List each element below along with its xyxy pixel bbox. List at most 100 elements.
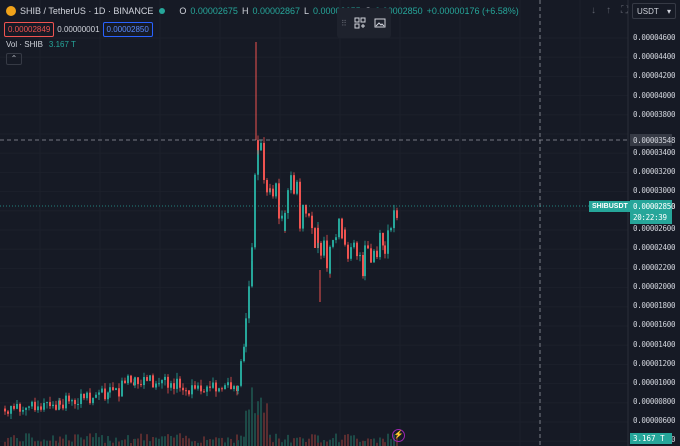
candle-body	[257, 140, 259, 175]
price-tick-label: 0.00004600	[633, 33, 676, 42]
volume-bar	[170, 435, 172, 446]
price-tick-label: 0.00001800	[633, 301, 676, 310]
volume-bar	[257, 414, 259, 446]
volume-bar	[215, 437, 217, 446]
volume-bar	[305, 442, 307, 446]
candle-body	[179, 381, 181, 388]
candle-body	[293, 175, 295, 194]
volume-bar	[370, 439, 372, 446]
candle-body	[161, 380, 163, 384]
candle-body	[367, 245, 369, 249]
candle-body	[296, 181, 298, 194]
volume-bar	[308, 438, 310, 446]
volume-bar	[194, 440, 196, 446]
volume-bar	[275, 433, 277, 446]
candle-body	[31, 401, 33, 407]
change-value: +0.00000176 (+6.58%)	[426, 6, 519, 16]
collapse-legend-button[interactable]: ⌃	[6, 53, 22, 65]
volume-bar	[227, 437, 229, 446]
volume-bar	[387, 433, 389, 446]
volume-bar	[287, 434, 289, 446]
candle-body	[269, 188, 271, 190]
volume-bar	[65, 434, 67, 446]
candle-body	[185, 390, 187, 392]
volume-bar	[367, 438, 369, 446]
candle-body	[387, 230, 389, 254]
floating-toolbar: ⠿	[337, 8, 391, 38]
candle-body	[329, 246, 331, 274]
candle-body	[98, 392, 100, 395]
candle-body	[370, 248, 372, 263]
candle-body	[158, 383, 160, 385]
candle-body	[80, 393, 82, 404]
candle-body	[379, 232, 381, 258]
trade-panel: 0.00002849 0.00000001 0.00002850	[4, 22, 153, 37]
symbol-title[interactable]: SHIB / TetherUS · 1D · BINANCE	[20, 6, 154, 16]
candle-body	[347, 244, 349, 259]
currency-select[interactable]: USDT ▾	[632, 3, 676, 19]
candle-body	[341, 218, 343, 239]
candle-body	[37, 406, 39, 411]
fullscreen-icon[interactable]: ⛶	[621, 5, 628, 16]
candle-body	[112, 387, 114, 391]
candle-body	[224, 385, 226, 390]
candle-body	[299, 202, 301, 229]
volume-bar	[364, 440, 366, 446]
volume-bar	[34, 441, 36, 446]
candle-body	[203, 391, 205, 393]
sell-button[interactable]: 0.00002849	[4, 22, 55, 37]
arrow-up-icon[interactable]: ↑	[606, 5, 611, 16]
buy-button[interactable]: 0.00002850	[102, 22, 153, 37]
image-icon[interactable]	[373, 16, 387, 30]
add-widget-icon[interactable]	[353, 16, 367, 30]
volume-bar	[182, 437, 184, 446]
volume-value: 3.167 T	[48, 40, 76, 49]
volume-bar	[209, 439, 211, 446]
candle-body	[326, 240, 328, 269]
candle-body	[40, 406, 42, 410]
candle-body	[364, 245, 366, 277]
candle-body	[209, 386, 211, 388]
volume-bar	[296, 437, 298, 446]
price-tick-label: 0.00002400	[633, 243, 676, 252]
candle-body	[10, 405, 12, 414]
volume-bar	[290, 442, 292, 446]
volume-bar	[344, 434, 346, 446]
volume-bar	[323, 440, 325, 446]
candle-body	[55, 404, 57, 410]
candle-body	[68, 395, 70, 402]
candle-body	[287, 190, 289, 214]
candle-body	[95, 394, 97, 398]
price-tick-label: 0.00002600	[633, 224, 676, 233]
volume-bar	[347, 434, 349, 446]
candle-body	[170, 383, 172, 388]
volume-bar	[115, 437, 117, 446]
candle-body	[233, 386, 235, 390]
volume-bar	[176, 434, 178, 446]
volume-bar	[59, 436, 61, 446]
price-tick-label: 0.00003000	[633, 186, 676, 195]
volume-bar	[329, 439, 331, 446]
price-tick-label: 0.00003400	[633, 148, 676, 157]
candle-body	[314, 228, 316, 249]
candle-body	[353, 242, 355, 248]
arrow-down-icon[interactable]: ↓	[591, 5, 596, 16]
candle-body	[290, 175, 292, 191]
price-tick-label: 0.00000600	[633, 416, 676, 425]
candle-body	[356, 242, 358, 257]
volume-bar	[335, 433, 337, 446]
volume-label[interactable]: Vol · SHIB	[6, 40, 43, 49]
price-tick-label: 0.00001600	[633, 320, 676, 329]
drag-handle-icon[interactable]: ⠿	[341, 18, 347, 28]
candle-body	[59, 400, 61, 405]
volume-bar	[299, 442, 301, 446]
candle-body	[107, 392, 109, 400]
volume-bar	[251, 387, 253, 446]
candle-body	[344, 229, 346, 245]
candle-body	[376, 250, 378, 258]
candle-body	[182, 387, 184, 391]
tradingview-icon[interactable]: ⚡	[392, 429, 405, 442]
candle-body	[275, 183, 277, 197]
volume-bar	[16, 438, 18, 446]
